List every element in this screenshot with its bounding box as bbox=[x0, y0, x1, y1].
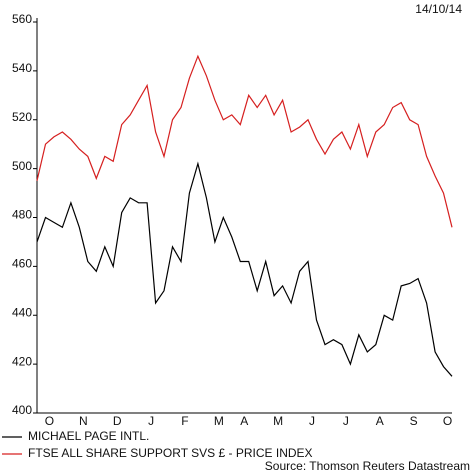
x-tick-label: N bbox=[79, 414, 88, 428]
date-label: 14/10/14 bbox=[415, 2, 462, 16]
x-tick-label: J bbox=[343, 414, 349, 428]
y-tick-label: 540 bbox=[12, 61, 32, 75]
x-tick-label: A bbox=[376, 414, 384, 428]
y-tick-label: 520 bbox=[12, 110, 32, 124]
x-tick-label: O bbox=[443, 414, 452, 428]
x-tick-label: J bbox=[309, 414, 315, 428]
legend-label: MICHAEL PAGE INTL. bbox=[28, 429, 149, 443]
y-tick-label: 460 bbox=[12, 257, 32, 271]
x-tick-label: F bbox=[181, 414, 188, 428]
y-tick-label: 560 bbox=[12, 12, 32, 26]
y-tick-label: 400 bbox=[12, 403, 32, 417]
x-tick-label: S bbox=[410, 414, 418, 428]
line bbox=[36, 54, 453, 228]
x-tick-label: M bbox=[273, 414, 283, 428]
source: Source: Thomson Reuters Datastream bbox=[265, 459, 470, 473]
x-tick-label: A bbox=[240, 414, 248, 428]
y-tick-label: 480 bbox=[12, 208, 32, 222]
x-tick-label: D bbox=[113, 414, 122, 428]
legend-label: FTSE ALL SHARE SUPPORT SVS £ - PRICE IND… bbox=[28, 446, 313, 460]
y-tick-label: 420 bbox=[12, 354, 32, 368]
x-tick-label: O bbox=[45, 414, 54, 428]
x-tick-label: M bbox=[214, 414, 224, 428]
line bbox=[36, 161, 453, 377]
y-tick-label: 440 bbox=[12, 305, 32, 319]
x-tick-label: J bbox=[148, 414, 154, 428]
y-tick-label: 500 bbox=[12, 159, 32, 173]
